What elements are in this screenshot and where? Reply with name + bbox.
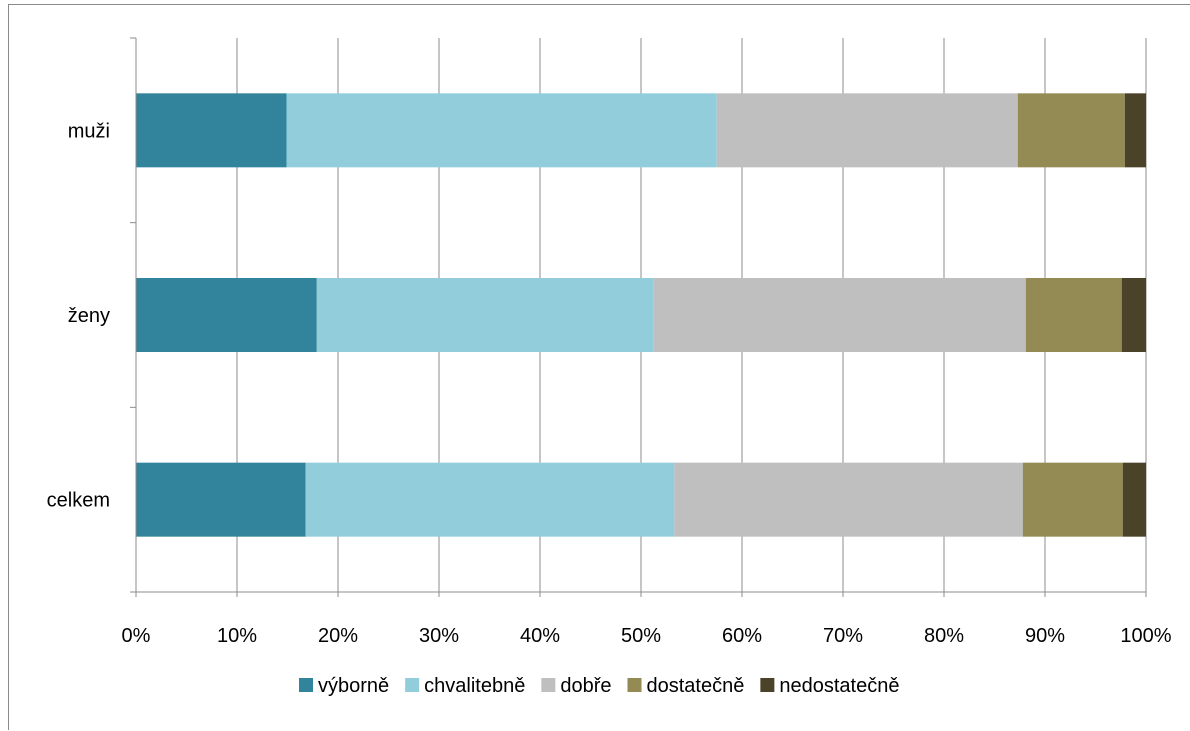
x-tick-label: 50% <box>621 625 661 647</box>
bar-celkem-chvalitebne <box>305 462 675 537</box>
legend-swatch <box>541 678 556 692</box>
bar-muzi-dostatecne <box>1017 93 1125 168</box>
bar-zeny-dostatecne <box>1025 278 1122 352</box>
x-tick-label: 30% <box>419 625 459 647</box>
legend-item-nedostatecne: nedostatečně <box>760 675 899 697</box>
legend-swatch <box>405 678 420 692</box>
bar-celkem-nedostatecne <box>1122 462 1146 537</box>
legend-label: dostatečně <box>647 675 745 697</box>
bar-muzi-dobre <box>716 93 1018 168</box>
x-tick-label: 90% <box>1025 625 1065 647</box>
x-tick-label: 10% <box>217 625 257 647</box>
bar-zeny-nedostatecne <box>1121 278 1146 352</box>
axes: 0% 10% 20% 30% 40% 50% 60% 70% 80% 90% 100% muži žen… <box>47 37 1172 647</box>
y-category-label: ženy <box>68 305 110 327</box>
x-tick-label: 20% <box>318 625 358 647</box>
bar-muzi-vyborne <box>136 93 287 168</box>
legend-label: chvalitebně <box>424 675 525 697</box>
legend-label: nedostatečně <box>779 675 899 697</box>
legend-item-vyborne: výborně <box>299 675 389 697</box>
bar-celkem-dobre <box>674 462 1023 537</box>
legend-item-chvalitebne: chvalitebně <box>405 675 525 697</box>
x-tick-label: 40% <box>520 625 560 647</box>
bar-muzi-chvalitebne <box>286 93 717 168</box>
bar-celkem-vyborne <box>136 462 306 537</box>
x-tick-label: 0% <box>122 625 151 647</box>
bar-zeny-dobre <box>653 278 1026 352</box>
bar-celkem-dostatecne <box>1022 462 1123 537</box>
y-category-label: muži <box>68 120 110 142</box>
x-tick-label: 60% <box>722 625 762 647</box>
bar-muzi-nedostatecne <box>1124 93 1146 168</box>
y-category-label: celkem <box>47 490 110 512</box>
legend-swatch <box>760 678 775 692</box>
x-tick-label: 100% <box>1120 625 1171 647</box>
x-tick-label: 80% <box>924 625 964 647</box>
bar-zeny-vyborne <box>136 278 317 352</box>
bars <box>136 93 1146 537</box>
legend-item-dobre: dobře <box>541 675 612 697</box>
x-tick-label: 70% <box>823 625 863 647</box>
bar-zeny-chvalitebne <box>316 278 654 352</box>
legend: výborně chvalitebně dobře dostatečně nedosta… <box>299 675 899 697</box>
legend-label: výborně <box>318 675 389 697</box>
legend-swatch <box>299 678 313 692</box>
legend-label: dobře <box>560 675 611 697</box>
legend-swatch <box>627 678 642 692</box>
legend-item-dostatecne: dostatečně <box>627 675 745 697</box>
